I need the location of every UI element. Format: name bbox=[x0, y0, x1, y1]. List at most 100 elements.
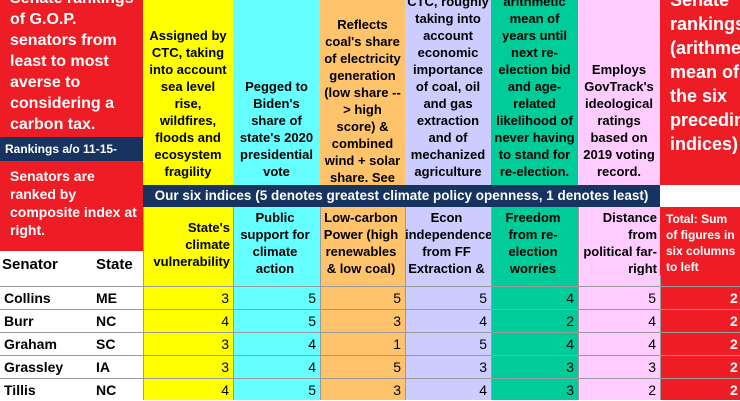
table-row[interactable]: Collins ME 3 5 5 5 4 5 2 bbox=[0, 287, 740, 309]
value-distance: 5 bbox=[648, 290, 656, 306]
col-name-public-support: Public support for climate action bbox=[233, 207, 320, 276]
grid-line bbox=[660, 275, 661, 400]
value-distance: 2 bbox=[648, 382, 656, 398]
table-row[interactable]: Tillis NC 4 5 3 4 3 2 2 bbox=[0, 379, 740, 401]
data-table: Collins ME 3 5 5 5 4 5 2 Burr NC 4 5 3 4… bbox=[0, 275, 740, 400]
value-freedom: 2 bbox=[566, 313, 574, 329]
col-desc-public-support: Pegged to Biden's share of state's 2020 … bbox=[233, 0, 320, 185]
value-econ: 4 bbox=[479, 313, 487, 329]
ranked-note: Senators are ranked by composite index a… bbox=[10, 168, 137, 238]
col-bg-distance bbox=[578, 275, 660, 400]
value-econ: 5 bbox=[479, 336, 487, 352]
senator-name: Grassley bbox=[4, 359, 64, 375]
col-desc-political-distance: Employs GovTrack's ideological ratings b… bbox=[578, 0, 660, 185]
value-climate: 3 bbox=[221, 359, 229, 375]
col-bg-econ bbox=[405, 275, 491, 400]
value-freedom: 4 bbox=[566, 336, 574, 352]
grid-line bbox=[491, 207, 492, 275]
value-lowcarbon: 5 bbox=[393, 290, 401, 306]
col-name-political-distance: Distance from political far-right bbox=[578, 207, 660, 276]
value-distance: 4 bbox=[648, 313, 656, 329]
value-total: 2 bbox=[730, 313, 738, 329]
grid-line bbox=[233, 207, 234, 275]
header-senator: Senator bbox=[2, 256, 58, 273]
value-public: 4 bbox=[308, 336, 316, 352]
grid-line bbox=[578, 207, 579, 275]
grid-line bbox=[491, 275, 492, 400]
value-econ: 4 bbox=[479, 382, 487, 398]
col-desc-econ-text: Assigned by CTC, roughly taking into acc… bbox=[407, 0, 489, 179]
col-desc-econ-independence: Assigned by CTC, roughly taking into acc… bbox=[405, 0, 491, 185]
table-row[interactable]: Graham SC 3 4 1 5 4 4 2 bbox=[0, 333, 740, 355]
ranked-note-panel: Senators are ranked by composite index a… bbox=[0, 161, 143, 251]
col-desc-climate-vulnerability: Assigned by CTC, taking into account sea… bbox=[143, 0, 233, 185]
senator-state: SC bbox=[96, 336, 116, 352]
value-freedom: 3 bbox=[566, 359, 574, 375]
row-divider bbox=[0, 355, 740, 356]
composite-desc-panel: Senate rankings (arithmetic mean of the … bbox=[660, 0, 740, 185]
value-total: 2 bbox=[730, 336, 738, 352]
value-climate: 3 bbox=[221, 336, 229, 352]
left-title-panel: Senate rankings of G.O.P. senators from … bbox=[0, 0, 143, 137]
col-bg-public bbox=[233, 275, 320, 400]
value-freedom: 4 bbox=[566, 290, 574, 306]
value-freedom: 3 bbox=[566, 382, 574, 398]
grid-line bbox=[233, 275, 234, 400]
header-state: State bbox=[96, 256, 133, 273]
col-bg-total bbox=[660, 275, 740, 400]
senator-name: Graham bbox=[4, 336, 57, 352]
col-bg-climate bbox=[143, 275, 233, 400]
grid-line bbox=[320, 207, 321, 275]
senator-name: Tillis bbox=[4, 382, 36, 398]
grid-line bbox=[320, 275, 321, 400]
grid-line bbox=[405, 275, 406, 400]
senator-state: ME bbox=[96, 290, 117, 306]
value-lowcarbon: 3 bbox=[393, 313, 401, 329]
value-lowcarbon: 1 bbox=[393, 336, 401, 352]
table-row[interactable]: Grassley IA 3 4 5 3 3 3 2 bbox=[0, 356, 740, 378]
value-econ: 3 bbox=[479, 359, 487, 375]
value-public: 5 bbox=[308, 290, 316, 306]
grid-line bbox=[143, 275, 144, 400]
col-desc-freedom-text: Weighted arithmetic mean of years until … bbox=[494, 0, 575, 179]
left-panel-title: Senate rankings of G.O.P. senators from … bbox=[10, 0, 134, 133]
value-econ: 5 bbox=[479, 290, 487, 306]
value-total: 2 bbox=[730, 359, 738, 375]
composite-desc: Senate rankings (arithmetic mean of the … bbox=[670, 0, 740, 154]
grid-line bbox=[405, 207, 406, 275]
value-distance: 3 bbox=[648, 359, 656, 375]
value-distance: 4 bbox=[648, 336, 656, 352]
row-divider bbox=[0, 309, 740, 310]
col-bg-freedom bbox=[491, 275, 578, 400]
composite-total-note: Total: Sum of figures in six columns to … bbox=[660, 207, 740, 275]
value-climate: 3 bbox=[221, 290, 229, 306]
col-name-climate-vulnerability: State's climate vulnerability bbox=[143, 207, 233, 275]
row-divider bbox=[0, 332, 740, 333]
value-lowcarbon: 3 bbox=[393, 382, 401, 398]
value-climate: 4 bbox=[221, 313, 229, 329]
value-total: 2 bbox=[730, 382, 738, 398]
senator-name: Collins bbox=[4, 290, 51, 306]
value-total: 2 bbox=[730, 290, 738, 306]
col-name-econ-independence: Econ independence from FF Extraction & B… bbox=[405, 207, 492, 293]
senator-state: IA bbox=[96, 359, 110, 375]
senator-state: NC bbox=[96, 313, 117, 329]
value-lowcarbon: 5 bbox=[393, 359, 401, 375]
col-name-low-carbon-power: Low-carbon Power (high renewables & low … bbox=[320, 207, 405, 276]
row-divider bbox=[0, 286, 740, 287]
value-public: 5 bbox=[308, 313, 316, 329]
grid-line bbox=[578, 275, 579, 400]
grid-line bbox=[143, 207, 144, 275]
row-divider bbox=[0, 378, 740, 379]
table-row[interactable]: Burr NC 4 5 3 4 2 4 2 bbox=[0, 310, 740, 332]
col-desc-freedom-reelection: Weighted arithmetic mean of years until … bbox=[491, 0, 578, 185]
senator-name: Burr bbox=[4, 313, 34, 329]
indices-banner: Our six indices (5 denotes greatest clim… bbox=[143, 185, 660, 207]
col-desc-low-carbon-power: Reflects coal's share of electricity gen… bbox=[320, 0, 405, 202]
value-public: 5 bbox=[308, 382, 316, 398]
col-desc-low-carbon-text: Reflects coal's share of electricity gen… bbox=[324, 17, 401, 202]
date-label: Rankings a/o 11-15-2020 bbox=[0, 137, 143, 180]
value-public: 4 bbox=[308, 359, 316, 375]
col-bg-lowcarbon bbox=[320, 275, 405, 400]
col-name-freedom-reelection: Freedom from re-election worries bbox=[491, 207, 578, 276]
